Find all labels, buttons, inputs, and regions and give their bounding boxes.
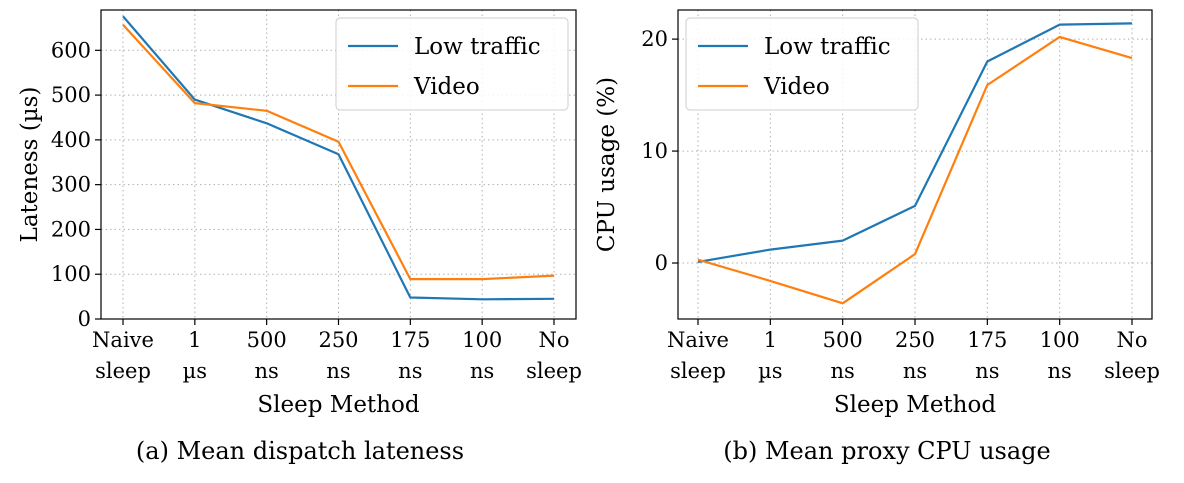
legend: Low traffic Video	[685, 17, 919, 111]
y-axis-label: CPU usage (%)	[594, 77, 620, 252]
x-tick-label: sleep	[670, 359, 726, 383]
y-tick-label: 20	[641, 27, 668, 51]
x-tick-label: sleep	[526, 359, 582, 383]
series-line-low-traffic	[122, 15, 555, 301]
y-tick-label: 600	[51, 38, 91, 62]
y-tick-label: 100	[51, 262, 91, 286]
legend-label: Low traffic	[414, 34, 541, 60]
x-tick-label: No	[538, 328, 569, 352]
x-tick-label: ns	[1048, 359, 1072, 383]
x-tick-label: 100	[462, 328, 502, 352]
x-tick-label: µs	[183, 359, 207, 383]
x-tick-label: Naive	[92, 328, 154, 352]
x-tick-label: sleep	[1104, 359, 1160, 383]
x-tick-label: ns	[831, 359, 855, 383]
x-tick-label: 175	[390, 328, 430, 352]
series-line-video	[122, 24, 555, 281]
series-line-low-traffic	[697, 22, 1133, 263]
legend: Low traffic Video	[335, 17, 569, 111]
x-tick-label: 500	[823, 328, 863, 352]
panel-caption: (a) Mean dispatch lateness	[136, 437, 464, 465]
x-tick-label: µs	[758, 359, 782, 383]
x-axis-label: Sleep Method	[834, 392, 996, 418]
x-tick-label: 1	[188, 328, 201, 352]
x-tick-label: 1	[764, 328, 777, 352]
x-tick-label: ns	[470, 359, 494, 383]
panel-lateness: 0 100 200 300 400 500 600 Naive sleep 1 µs 500 ns 250…	[17, 9, 582, 465]
x-tick-label: ns	[903, 359, 927, 383]
x-tick-label: No	[1116, 328, 1147, 352]
x-tick-label: 175	[967, 328, 1007, 352]
x-tick-label: ns	[255, 359, 279, 383]
y-tick-label: 10	[641, 139, 668, 163]
legend-label: Low traffic	[764, 34, 891, 60]
panel-caption: (b) Mean proxy CPU usage	[723, 437, 1051, 465]
x-tick-label: ns	[326, 359, 350, 383]
y-tick-label: 200	[51, 217, 91, 241]
x-axis-label: Sleep Method	[257, 392, 419, 418]
series-line-video	[697, 35, 1133, 305]
y-axis-label: Lateness (µs)	[17, 87, 43, 243]
y-tick-label: 500	[51, 83, 91, 107]
y-tick-label: 0	[655, 251, 668, 275]
y-tick-label: 0	[78, 307, 91, 331]
x-tick-label: ns	[975, 359, 999, 383]
x-tick-label: 250	[318, 328, 358, 352]
x-tick-label: Naive	[667, 328, 729, 352]
legend-label: Video	[763, 74, 830, 100]
x-tick-label: 100	[1040, 328, 1080, 352]
y-tick-label: 400	[51, 128, 91, 152]
panel-cpu-usage: 0 10 20 Naive sleep 1 µs 500 ns 250 ns 175 ns 100 ns No…	[594, 9, 1160, 465]
y-tick-label: 300	[51, 173, 91, 197]
x-tick-label: sleep	[95, 359, 151, 383]
x-tick-label: 250	[895, 328, 935, 352]
x-tick-label: ns	[398, 359, 422, 383]
x-tick-label: 500	[247, 328, 287, 352]
legend-label: Video	[413, 74, 480, 100]
